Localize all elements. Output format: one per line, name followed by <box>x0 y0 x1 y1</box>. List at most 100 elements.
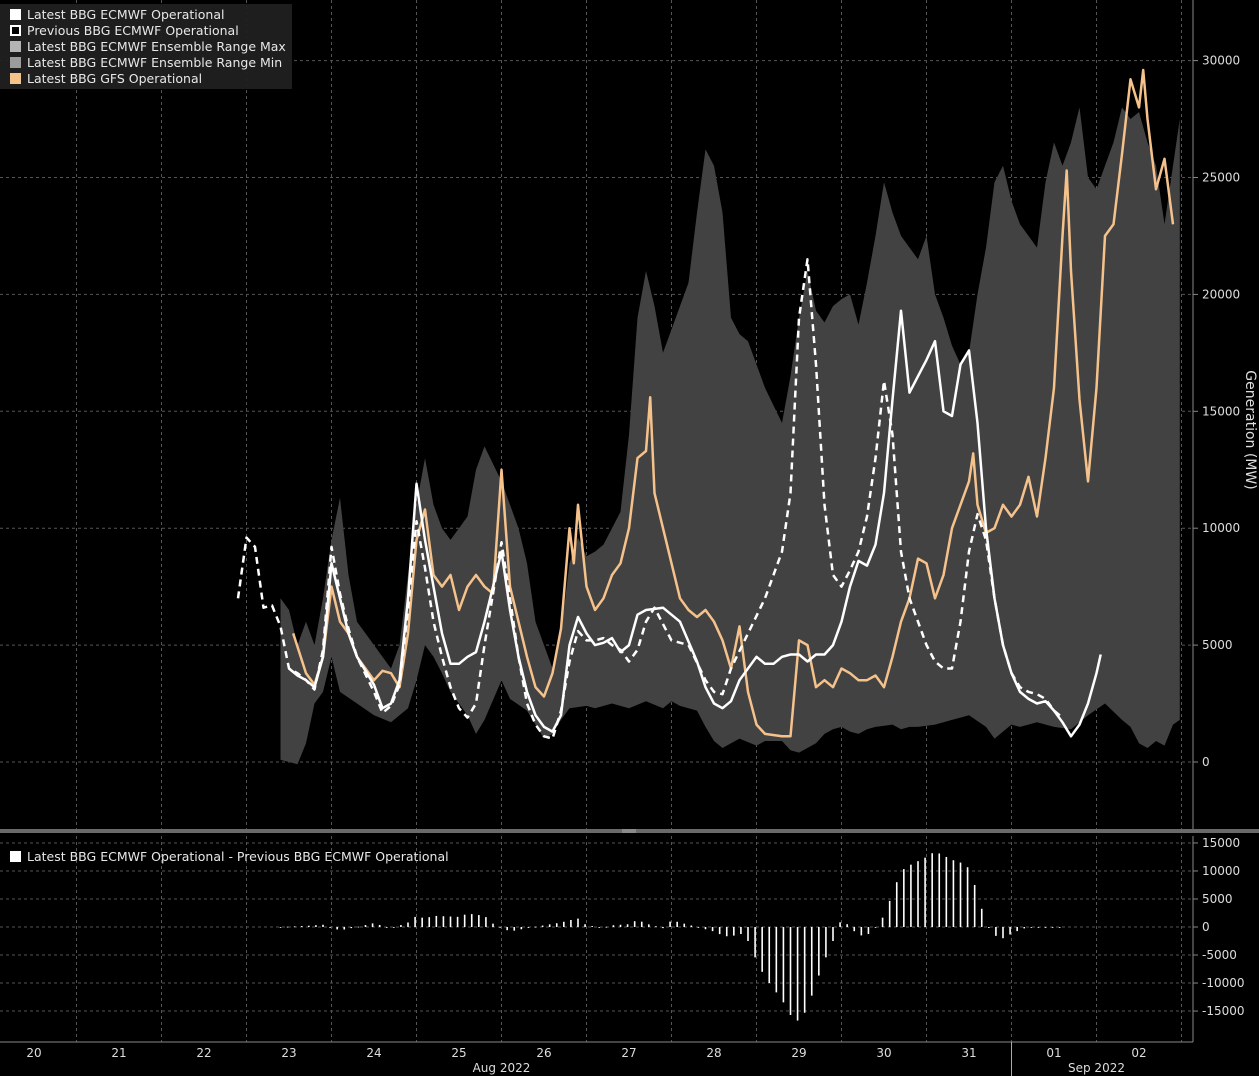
y-tick-label: 25000 <box>1202 171 1240 185</box>
difference-bar <box>959 862 962 927</box>
difference-bar <box>428 917 431 927</box>
lower-y-axis: -15000 -10000 -5000 0 5000 10000 15000 <box>1192 836 1245 1042</box>
difference-bar <box>697 927 700 928</box>
difference-bar <box>733 927 735 936</box>
difference-bar <box>973 884 976 927</box>
y-tick-label: -15000 <box>1202 1004 1245 1018</box>
difference-bar <box>662 927 664 929</box>
y-tick-label: 0 <box>1202 755 1210 769</box>
difference-bar <box>499 926 501 928</box>
difference-bar <box>449 916 452 927</box>
upper-y-axis: 0 5000 10000 15000 20000 25000 30000 <box>1192 0 1240 830</box>
difference-bar <box>279 927 282 928</box>
difference-bar <box>343 927 346 930</box>
difference-bar <box>605 926 608 928</box>
difference-bar <box>555 923 558 927</box>
difference-bar <box>725 927 728 937</box>
difference-bar <box>293 926 296 928</box>
y-tick-label: 15000 <box>1202 836 1240 850</box>
legend-item[interactable]: Previous BBG ECMWF Operational <box>10 22 286 38</box>
difference-bar <box>903 869 905 927</box>
legend-label: Latest BBG ECMWF Ensemble Range Min <box>27 54 283 70</box>
difference-bar <box>1002 927 1004 939</box>
difference-bar <box>357 926 360 928</box>
x-tick-label: 01 <box>1046 1046 1061 1060</box>
difference-bar <box>945 856 948 927</box>
difference-bar <box>322 924 324 927</box>
difference-bar <box>640 921 643 927</box>
difference-bar <box>385 927 388 928</box>
x-tick-label: 24 <box>366 1046 381 1060</box>
difference-bar <box>910 864 912 927</box>
y-tick-label: 20000 <box>1202 287 1240 301</box>
latest-ecmwf-operational-line <box>288 309 1102 738</box>
upper-plot-area <box>236 68 1180 765</box>
difference-bar <box>364 925 367 927</box>
y-tick-label: 30000 <box>1202 54 1240 68</box>
difference-bar <box>818 927 820 976</box>
difference-bar <box>1009 927 1011 935</box>
legend-item[interactable]: Latest BBG ECMWF Ensemble Range Min <box>10 54 286 70</box>
difference-bar <box>470 914 473 927</box>
difference-bar <box>421 917 423 927</box>
x-tick-label: 25 <box>451 1046 466 1060</box>
difference-bar <box>619 924 622 927</box>
difference-bar <box>761 927 763 972</box>
legend-item[interactable]: Latest BBG ECMWF Operational <box>10 6 286 22</box>
difference-bar <box>782 927 785 1003</box>
difference-bar <box>513 927 516 931</box>
y-tick-label: 15000 <box>1202 404 1240 418</box>
x-tick-label: 26 <box>536 1046 551 1060</box>
pane-divider[interactable] <box>0 829 1259 833</box>
difference-bar <box>612 925 615 927</box>
legend-item[interactable]: Latest BBG GFS Operational <box>10 70 286 86</box>
difference-bar <box>1037 927 1040 928</box>
pane-divider-bar[interactable] <box>0 829 1259 833</box>
legend-swatch-solid-white <box>10 850 21 862</box>
legend-swatch-solid-white <box>10 8 21 20</box>
difference-bar <box>648 924 650 927</box>
difference-bar <box>676 921 678 927</box>
gfs-operational-line <box>292 68 1175 738</box>
difference-bar <box>463 914 466 927</box>
difference-bar <box>548 924 551 927</box>
difference-bar <box>853 927 856 932</box>
lower-legend: Latest BBG ECMWF Operational - Previous … <box>0 846 455 867</box>
legend-item[interactable]: Latest BBG ECMWF Operational - Previous … <box>10 848 449 864</box>
difference-bar <box>407 922 409 927</box>
lower-grid <box>0 836 1191 1042</box>
difference-bar <box>789 927 792 1015</box>
difference-bar <box>669 921 671 927</box>
difference-bar <box>1016 927 1018 932</box>
y-tick-label: 10000 <box>1202 521 1240 535</box>
difference-bar <box>1044 927 1047 928</box>
difference-bar <box>846 924 848 927</box>
difference-bar <box>492 923 494 927</box>
difference-bar <box>570 919 572 927</box>
ensemble-range-area <box>280 107 1180 765</box>
legend-label: Latest BBG ECMWF Operational <box>27 6 225 22</box>
difference-bar <box>895 882 898 927</box>
difference-bar <box>378 924 381 927</box>
difference-bar <box>988 927 990 928</box>
x-tick-label: 30 <box>876 1046 891 1060</box>
difference-bar <box>924 857 926 927</box>
x-tick-label: 02 <box>1131 1046 1146 1060</box>
difference-bar <box>442 916 445 927</box>
x-axis: 20 21 22 23 24 25 26 27 28 29 30 31 01 02 Aug 2022 Sep … <box>0 1041 1193 1076</box>
difference-bar <box>980 908 983 927</box>
legend-label: Latest BBG ECMWF Operational - Previous … <box>27 848 449 864</box>
difference-bar <box>881 917 884 927</box>
difference-bar <box>527 927 530 928</box>
upper-legend: Latest BBG ECMWF Operational Previous BB… <box>0 4 292 89</box>
difference-bar <box>591 926 593 927</box>
x-tick-label: 20 <box>26 1046 41 1060</box>
difference-bar <box>655 926 657 928</box>
difference-bar <box>598 927 601 928</box>
difference-bar <box>520 927 523 930</box>
y-tick-label: 0 <box>1202 920 1210 934</box>
difference-bar <box>832 927 834 942</box>
legend-item[interactable]: Latest BBG ECMWF Ensemble Range Max <box>10 38 286 54</box>
difference-bar <box>704 927 707 930</box>
